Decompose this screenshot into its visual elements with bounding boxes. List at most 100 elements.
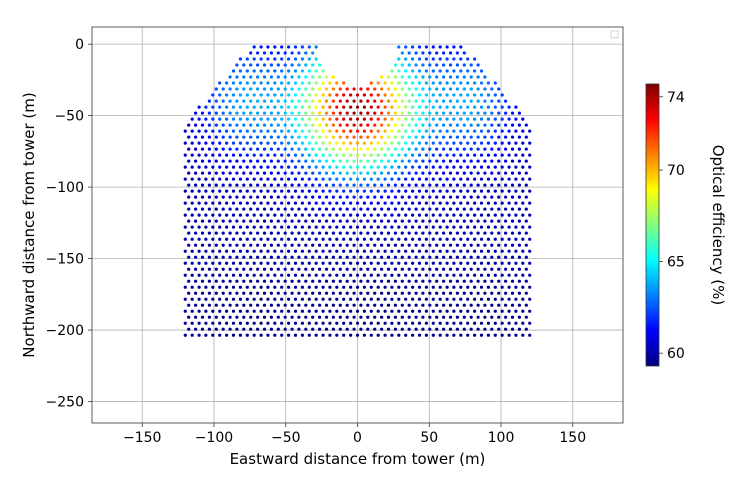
heliostat-point bbox=[287, 333, 291, 337]
heliostat-point bbox=[359, 279, 363, 283]
heliostat-point bbox=[293, 309, 298, 313]
heliostat-point bbox=[262, 147, 267, 151]
heliostat-point bbox=[476, 147, 480, 151]
heliostat-point bbox=[214, 279, 218, 283]
heliostat-point bbox=[524, 255, 528, 259]
heliostat-point bbox=[352, 255, 356, 259]
heliostat-point bbox=[318, 87, 322, 91]
heliostat-point bbox=[428, 279, 432, 283]
heliostat-point bbox=[311, 195, 315, 199]
heliostat-point bbox=[352, 219, 356, 223]
heliostat-point bbox=[393, 183, 397, 187]
heliostat-point bbox=[211, 153, 215, 157]
heliostat-point bbox=[438, 249, 442, 253]
heliostat-point bbox=[393, 231, 397, 235]
heliostat-point bbox=[300, 237, 304, 241]
heliostat-point bbox=[479, 165, 484, 169]
heliostat-point bbox=[297, 303, 301, 307]
heliostat-point bbox=[469, 159, 473, 163]
heliostat-point bbox=[338, 219, 342, 223]
heliostat-point bbox=[400, 99, 404, 103]
heliostat-point bbox=[380, 123, 384, 127]
heliostat-point bbox=[324, 75, 329, 79]
heliostat-point bbox=[383, 309, 387, 313]
heliostat-point bbox=[335, 93, 339, 97]
heliostat-point bbox=[359, 231, 363, 235]
heliostat-point bbox=[404, 309, 408, 313]
heliostat-point bbox=[259, 237, 263, 241]
heliostat-point bbox=[249, 231, 253, 235]
heliostat-point bbox=[231, 309, 236, 313]
heliostat-point bbox=[194, 195, 198, 199]
heliostat-point bbox=[207, 231, 211, 235]
heliostat-point bbox=[190, 273, 194, 277]
heliostat-point bbox=[445, 117, 449, 121]
heliostat-point bbox=[314, 333, 318, 337]
heliostat-point bbox=[397, 105, 401, 109]
heliostat-point bbox=[318, 231, 322, 235]
heliostat-point bbox=[187, 171, 191, 175]
heliostat-point bbox=[242, 219, 246, 223]
heliostat-point bbox=[459, 225, 463, 229]
heliostat-point bbox=[197, 285, 201, 289]
heliostat-point bbox=[466, 237, 470, 241]
heliostat-point bbox=[287, 237, 291, 241]
heliostat-point bbox=[311, 327, 315, 331]
heliostat-point bbox=[183, 261, 187, 265]
heliostat-point bbox=[252, 177, 256, 181]
heliostat-point bbox=[228, 315, 232, 319]
heliostat-point bbox=[442, 231, 446, 235]
heliostat-point bbox=[283, 255, 287, 259]
heliostat-point bbox=[269, 147, 273, 151]
heliostat-point bbox=[386, 255, 391, 259]
heliostat-point bbox=[225, 261, 229, 265]
heliostat-point bbox=[290, 183, 294, 187]
heliostat-point bbox=[273, 141, 277, 145]
heliostat-point bbox=[407, 195, 411, 199]
heliostat-point bbox=[517, 207, 522, 211]
heliostat-point bbox=[397, 153, 401, 157]
heliostat-point bbox=[245, 57, 249, 61]
heliostat-point bbox=[486, 213, 490, 217]
heliostat-point bbox=[400, 63, 404, 67]
heliostat-point bbox=[442, 111, 446, 115]
heliostat-point bbox=[517, 135, 522, 139]
heliostat-point bbox=[455, 147, 459, 151]
heliostat-point bbox=[479, 309, 484, 313]
heliostat-point bbox=[349, 297, 353, 301]
heliostat-point bbox=[328, 237, 332, 241]
heliostat-point bbox=[483, 207, 487, 211]
heliostat-point bbox=[252, 201, 256, 205]
heliostat-point bbox=[504, 123, 508, 127]
heliostat-point bbox=[421, 315, 425, 319]
heliostat-point bbox=[328, 201, 332, 205]
heliostat-point bbox=[476, 123, 480, 127]
heliostat-point bbox=[373, 135, 377, 139]
heliostat-point bbox=[328, 153, 332, 157]
heliostat-point bbox=[411, 57, 415, 61]
heliostat-point bbox=[359, 267, 363, 271]
heliostat-point bbox=[483, 135, 487, 139]
heliostat-point bbox=[442, 99, 446, 103]
heliostat-point bbox=[345, 183, 349, 187]
heliostat-point bbox=[397, 261, 401, 265]
heliostat-point bbox=[335, 309, 339, 313]
heliostat-point bbox=[297, 99, 301, 103]
heliostat-point bbox=[386, 231, 391, 235]
heliostat-point bbox=[324, 99, 329, 103]
heliostat-point bbox=[414, 315, 418, 319]
heliostat-point bbox=[390, 69, 394, 73]
heliostat-point bbox=[390, 261, 394, 265]
heliostat-point bbox=[242, 255, 246, 259]
heliostat-point bbox=[311, 111, 315, 115]
heliostat-point bbox=[400, 303, 404, 307]
heliostat-point bbox=[380, 231, 384, 235]
heliostat-point bbox=[493, 165, 497, 169]
heliostat-point bbox=[469, 243, 473, 247]
heliostat-point bbox=[421, 327, 425, 331]
heliostat-point bbox=[479, 237, 484, 241]
heliostat-point bbox=[269, 195, 273, 199]
heliostat-point bbox=[469, 291, 473, 295]
heliostat-point bbox=[459, 237, 463, 241]
heliostat-point bbox=[355, 141, 360, 145]
